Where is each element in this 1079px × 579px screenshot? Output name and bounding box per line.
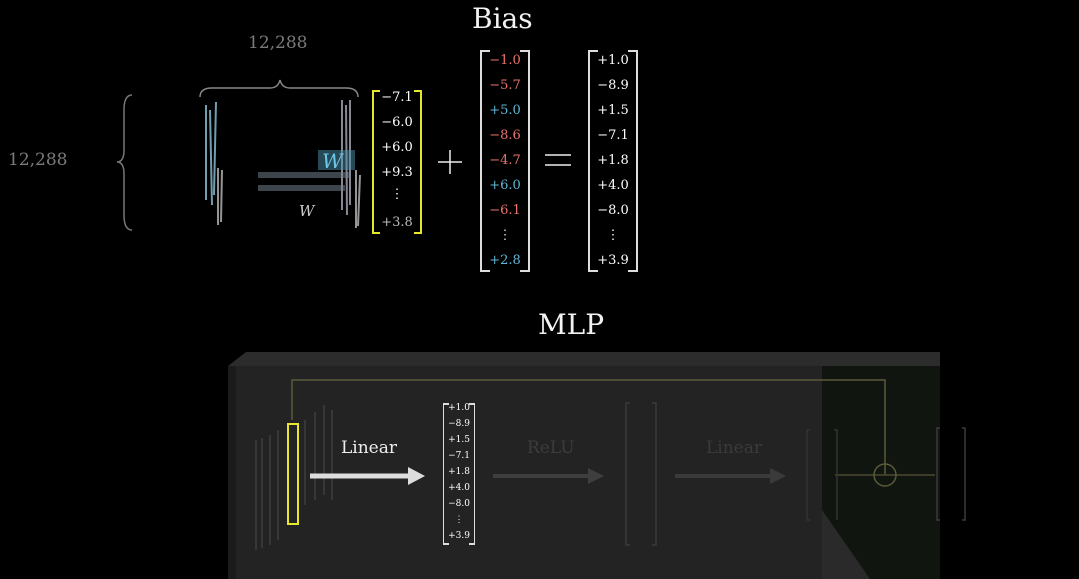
linear2-vector [806,429,838,521]
equals-sign [545,154,571,166]
vector-entry: ⋮ [454,515,464,525]
matrix-symbol-w-small: W [299,202,316,220]
vector-entry: +4.0 [597,178,629,193]
output-vector [936,427,966,521]
vector-entry: +1.5 [448,435,470,445]
vector-entry: ⋮ [498,228,512,243]
vector-entry: −4.7 [489,153,521,168]
weight-matrix [205,100,361,228]
rows-brace [116,94,133,231]
bias-vector: −1.0 −5.7 +5.0 −8.6 −4.7 +6.0 −6.1 ⋮ +2.8 [480,50,530,272]
relu-vector [625,402,657,546]
bias-title: Bias [472,2,533,35]
matrix-symbol-w: W [322,149,344,173]
vector-entry: +1.8 [597,153,629,168]
vector-entry: +9.3 [381,165,413,180]
vector-entry: −6.1 [489,203,521,218]
arrow-relu [493,468,604,484]
plus-circle-icon [873,463,897,487]
mlp-box-front [228,366,822,579]
vector-entry: ⋮ [606,228,620,243]
vector-entry: +1.5 [597,103,629,118]
linear-label-1: Linear [341,438,397,458]
vector-entry: −1.0 [489,53,521,68]
vector-entry: −5.7 [489,78,521,93]
vector-entry: +3.9 [448,531,470,541]
vector-entry: −8.6 [489,128,521,143]
vector-entry: −7.1 [381,90,413,105]
plus-sign [438,150,462,174]
linear-label-2: Linear [706,438,762,458]
input-stacks [255,405,333,550]
vector-entry: +4.0 [448,483,470,493]
hidden-vector: +1.0 −8.9 +1.5 −7.1 +1.8 +4.0 −8.0 ⋮ +3.9 [443,403,475,545]
mlp-box-right [822,366,940,579]
residual-line [291,379,886,475]
vector-entry: +1.0 [448,403,470,413]
vector-entry: +6.0 [489,178,521,193]
result-vector: +1.0 −8.9 +1.5 −7.1 +1.8 +4.0 −8.0 ⋮ +3.9 [588,50,638,272]
vector-entry: −7.1 [597,128,629,143]
vector-entry: −8.9 [448,419,470,429]
relu-label: ReLU [527,438,575,458]
arrow-linear-2 [675,468,786,484]
matrix-rows-label: 12,288 [8,150,68,170]
vector-entry: +3.9 [597,253,629,268]
vector-entry: +1.8 [448,467,470,477]
vector-entry: −7.1 [448,451,470,461]
vector-entry: +6.0 [381,140,413,155]
matrix-cols-label: 12,288 [248,33,308,53]
vector-entry: −6.0 [381,115,413,130]
vector-entry: −8.0 [448,499,470,509]
vector-entry: +1.0 [597,53,629,68]
vector-entry: −8.0 [597,203,629,218]
vector-entry: +2.8 [489,253,521,268]
vector-entry: −8.9 [597,78,629,93]
vector-entry: +3.8 [381,215,413,230]
vector-entry: ⋮ [390,187,404,202]
mlp-title: MLP [538,308,605,341]
cols-brace [199,79,359,98]
arrow-linear-1 [310,467,425,485]
highlighted-input-vector [287,423,299,525]
mlp-box-top [228,352,940,366]
vector-entry: +5.0 [489,103,521,118]
input-vector: −7.1 −6.0 +6.0 +9.3 ⋮ +3.8 [372,90,422,234]
